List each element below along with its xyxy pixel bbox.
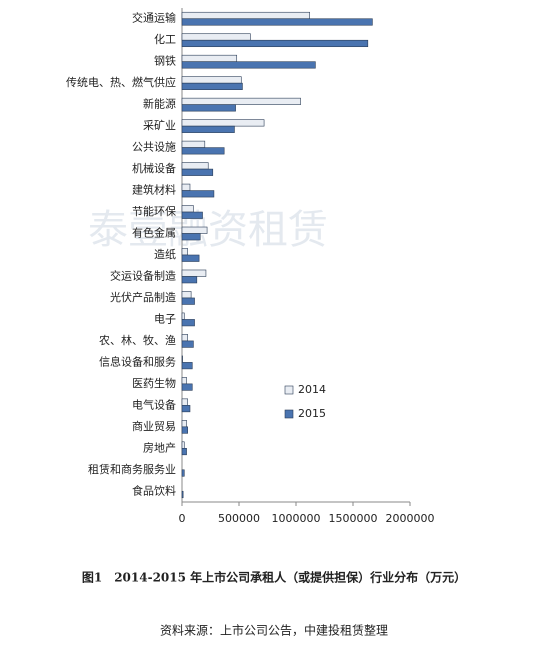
bar xyxy=(181,11,310,20)
y-tick-label: 商业贸易 xyxy=(132,419,176,433)
bar xyxy=(181,319,195,327)
bar xyxy=(181,140,206,148)
legend-label: 2014 xyxy=(298,383,326,396)
bar xyxy=(181,362,193,370)
y-tick-label: 交通运输 xyxy=(132,11,176,25)
bar xyxy=(181,97,301,105)
bar xyxy=(181,190,215,198)
x-tick-label: 2000000 xyxy=(386,512,435,525)
legend-label: 2015 xyxy=(298,407,326,420)
bar xyxy=(181,398,188,406)
bar xyxy=(181,39,369,48)
bar xyxy=(181,18,373,26)
bar xyxy=(181,490,184,499)
bar xyxy=(181,82,243,90)
bar xyxy=(181,355,183,363)
y-tick-label: 建筑材料 xyxy=(132,183,176,197)
y-tick-label: 光伏产品制造 xyxy=(110,290,176,304)
bar xyxy=(181,312,185,320)
bar xyxy=(181,33,251,41)
bar xyxy=(181,254,200,262)
bar xyxy=(181,297,195,305)
bar xyxy=(181,125,235,133)
bar xyxy=(181,469,185,477)
watermark: 泰壹融资租赁 xyxy=(88,207,328,253)
legend-swatch xyxy=(284,409,294,419)
bar xyxy=(181,291,192,299)
source-note: 资料来源：上市公司公告，中建投租赁整理 xyxy=(160,623,388,638)
y-tick-label: 新能源 xyxy=(143,97,176,111)
y-tick-label: 信息设备和服务 xyxy=(99,354,176,368)
x-tick-label: 1000000 xyxy=(272,512,321,525)
bar xyxy=(181,54,238,62)
bar xyxy=(181,183,191,191)
y-tick-label: 医药生物 xyxy=(132,376,176,390)
bar xyxy=(181,426,188,434)
y-tick-label: 机械设备 xyxy=(132,161,176,175)
y-tick-label: 农、林、牧、渔 xyxy=(99,333,176,347)
y-tick-label: 钢铁 xyxy=(154,55,176,68)
y-tick-label: 租赁和商务服务业 xyxy=(88,462,176,476)
bar xyxy=(181,211,203,219)
x-tick-label: 500000 xyxy=(218,512,260,525)
figure-caption: 图1 2014-2015 年上市公司承租人（或提供担保）行业分布（万元） xyxy=(82,570,466,585)
bar xyxy=(181,162,209,170)
bar xyxy=(181,441,185,449)
bar xyxy=(181,448,187,456)
y-tick-label: 传统电、热、燃气供应 xyxy=(66,75,176,89)
bar xyxy=(181,226,208,234)
bar xyxy=(181,340,194,348)
y-tick-label: 造纸 xyxy=(154,247,176,261)
bar xyxy=(181,269,207,277)
bar xyxy=(181,377,187,385)
bar xyxy=(181,248,188,256)
y-tick-label: 采矿业 xyxy=(143,119,176,132)
bar xyxy=(181,205,194,213)
y-tick-label: 交运设备制造 xyxy=(110,268,176,282)
x-tick-label: 0 xyxy=(179,512,186,525)
bar xyxy=(181,61,316,69)
bar xyxy=(181,383,193,391)
bar xyxy=(181,76,242,84)
y-tick-label: 公共设施 xyxy=(132,141,176,154)
bar xyxy=(181,104,236,112)
legend-swatch xyxy=(284,385,294,395)
x-tick-label: 1500000 xyxy=(329,512,378,525)
bar xyxy=(181,147,225,155)
y-tick-label: 电子 xyxy=(154,312,176,325)
y-tick-label: 房地产 xyxy=(143,440,176,454)
bar xyxy=(181,233,201,241)
bar xyxy=(181,276,198,284)
y-tick-label: 化工 xyxy=(154,32,176,46)
bar xyxy=(181,168,214,176)
bar xyxy=(181,420,187,428)
y-tick-label: 节能环保 xyxy=(132,204,176,218)
y-tick-label: 有色金属 xyxy=(132,226,176,240)
bar xyxy=(181,405,191,413)
y-tick-label: 电气设备 xyxy=(132,397,176,411)
bar xyxy=(181,334,188,342)
y-tick-label: 食品饮料 xyxy=(132,483,176,497)
bar xyxy=(181,119,265,127)
